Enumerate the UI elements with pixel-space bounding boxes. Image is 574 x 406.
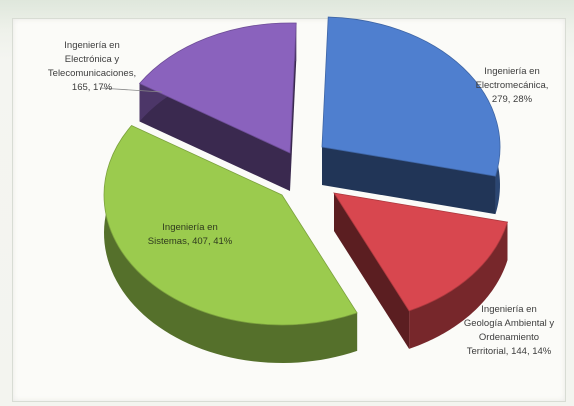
pie-slice: [138, 22, 297, 191]
slice-data-label-line: Ingeniería en: [162, 222, 217, 233]
slice-data-label: Ingeniería en Electromecánica, 279, 28%: [476, 66, 549, 105]
pie-slice-rim: [104, 125, 358, 363]
pie-slice-wall: [290, 23, 297, 191]
slice-data-label-line: Ingeniería en: [484, 66, 539, 77]
slice-data-label: Ingeniería en Geología Ambiental y Ordenam…: [464, 304, 555, 357]
slice-data-label-line: Telecomunicaciones,: [48, 68, 136, 79]
slice-data-label-line: Territorial, 144, 14%: [467, 346, 552, 357]
pie-slice-top: [103, 125, 358, 326]
pie-slice-wall: [334, 193, 410, 349]
pie-slice-wall: [322, 147, 496, 215]
slice-data-label-line: Ordenamiento: [479, 332, 539, 343]
pie-slice-top: [138, 22, 297, 154]
label-leader-line: [99, 87, 163, 93]
pie-slice-wall: [139, 83, 290, 191]
pie-slice-top: [321, 16, 501, 177]
pie-slice: [321, 16, 501, 215]
slice-data-label-line: Ingeniería en: [481, 304, 536, 315]
pie-slice: [103, 125, 358, 363]
slice-data-label-line: 165, 17%: [72, 82, 113, 93]
pie-slice-rim: [409, 222, 508, 349]
slice-data-label-line: Electrónica y: [65, 54, 120, 65]
slice-data-label-line: 279, 28%: [492, 94, 533, 105]
slice-data-label-line: Sistemas, 407, 41%: [148, 236, 233, 247]
slice-data-label-line: Ingeniería en: [64, 40, 119, 51]
slice-data-label-line: Electromecánica,: [476, 80, 549, 91]
pie-slice: [333, 192, 508, 349]
slice-data-label: Ingeniería en Sistemas, 407, 41%: [148, 222, 233, 247]
slice-data-label: Ingeniería en Electrónica y Telecomunicaci…: [48, 40, 136, 93]
pie-slice-top: [333, 192, 508, 312]
slice-data-label-line: Geología Ambiental y: [464, 318, 555, 329]
